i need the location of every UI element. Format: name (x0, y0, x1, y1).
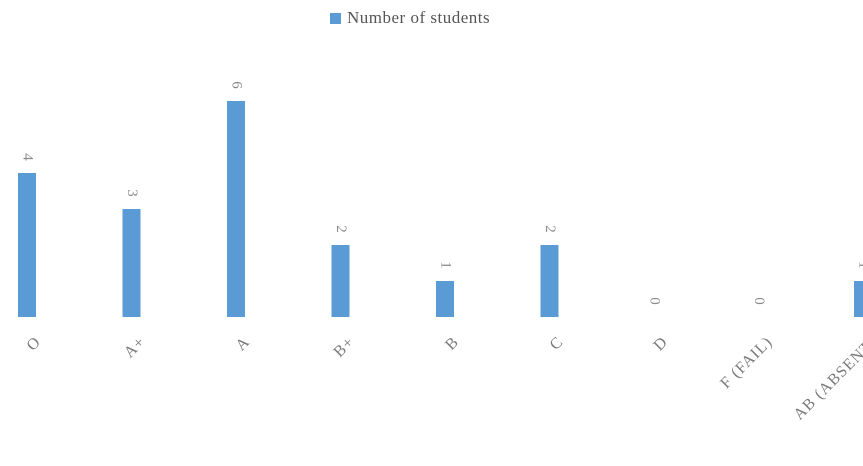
legend: Number of students (330, 8, 490, 28)
data-label: 0 (647, 297, 663, 305)
data-label: 2 (333, 225, 349, 233)
x-tick-label: B+ (331, 333, 358, 360)
x-tick-label: A (233, 333, 254, 354)
x-tick-label: F (FAIL) (717, 333, 776, 392)
data-label: 1 (438, 261, 454, 269)
data-label: 6 (229, 81, 245, 89)
x-tick-label: AB (ABSENT) (791, 333, 863, 423)
bar-B+ (331, 245, 350, 317)
legend-label: Number of students (347, 8, 491, 27)
bar-O (18, 173, 36, 317)
x-tick-label: A+ (121, 333, 149, 361)
data-label: 1 (856, 261, 863, 269)
bar-A (227, 101, 245, 317)
bar-A+ (122, 209, 141, 317)
x-tick-label: D (651, 333, 672, 354)
data-label: 4 (20, 153, 36, 161)
bar-C (540, 245, 559, 317)
x-tick-label: O (24, 333, 45, 354)
bar-AB (ABSENT) (854, 281, 863, 317)
bar-B (436, 281, 454, 317)
x-tick-label: B (442, 333, 462, 353)
data-label: 0 (751, 297, 767, 305)
data-label: 2 (542, 225, 558, 233)
data-label: 3 (124, 189, 140, 197)
legend-swatch (330, 12, 341, 24)
x-tick-label: C (547, 333, 567, 353)
